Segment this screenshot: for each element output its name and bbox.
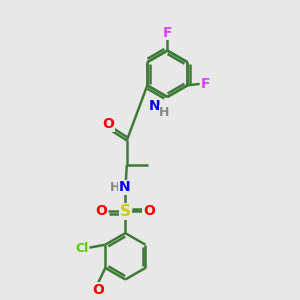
Text: H: H	[159, 106, 170, 118]
Text: S: S	[120, 204, 131, 219]
Text: N: N	[149, 99, 161, 112]
Text: Cl: Cl	[76, 242, 89, 255]
Text: N: N	[119, 180, 130, 194]
Text: O: O	[96, 204, 107, 218]
Text: O: O	[92, 283, 104, 297]
Text: H: H	[110, 181, 120, 194]
Text: F: F	[163, 26, 172, 40]
Text: F: F	[201, 77, 210, 91]
Text: O: O	[102, 118, 114, 131]
Text: O: O	[143, 204, 155, 218]
